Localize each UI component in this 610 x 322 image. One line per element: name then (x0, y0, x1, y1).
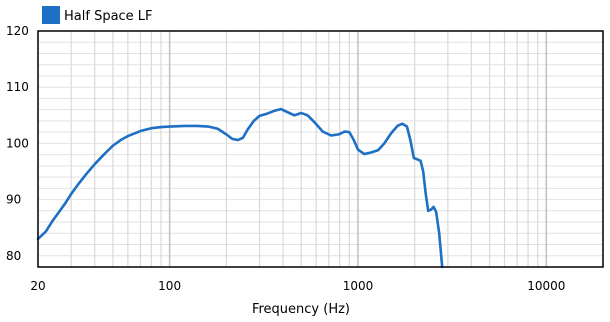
legend-label: Half Space LF (64, 9, 153, 24)
x-tick-label: 100 (158, 279, 181, 293)
y-tick-label: 90 (6, 193, 21, 207)
x-tick-label: 10000 (527, 279, 565, 293)
series-line (36, 107, 444, 269)
series-layer (36, 107, 444, 269)
x-tick-label: 1000 (343, 279, 374, 293)
x-tick-label: 20 (30, 279, 45, 293)
y-tick-label: 100 (6, 136, 29, 150)
y-tick-label: 120 (6, 24, 29, 38)
legend-swatch (42, 6, 60, 24)
y-axis-ticks: 80 90 100 110 120 (6, 24, 29, 263)
x-axis-title: Frequency (Hz) (252, 302, 350, 317)
legend: Half Space LF (42, 6, 153, 24)
plot-frame (37, 30, 604, 268)
y-tick-label: 80 (6, 249, 21, 263)
x-axis-ticks: 20 100 1000 10000 (30, 279, 565, 293)
y-tick-label: 110 (6, 80, 29, 94)
